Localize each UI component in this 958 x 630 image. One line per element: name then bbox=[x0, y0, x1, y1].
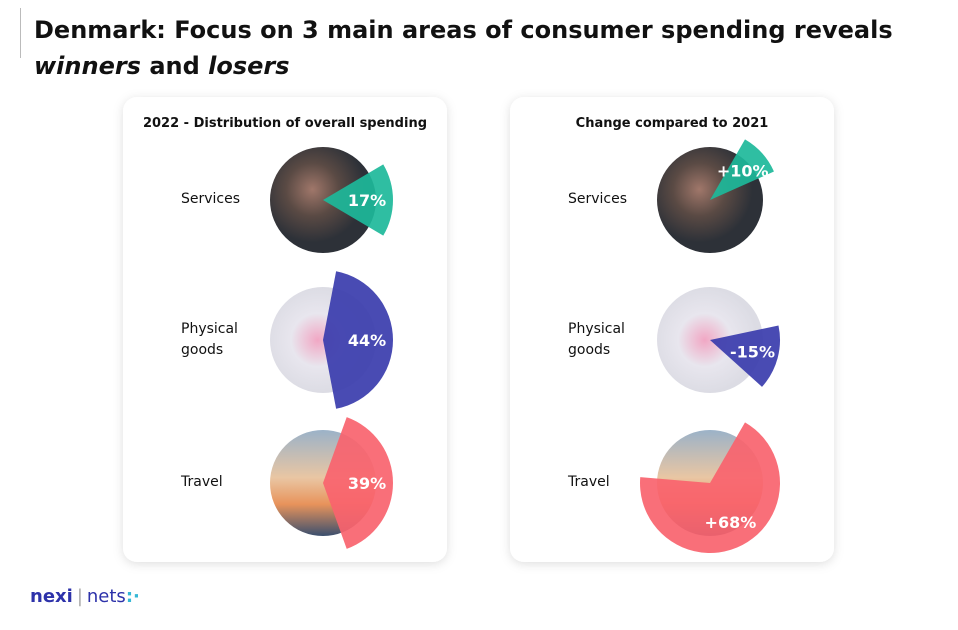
category-label: Physical goods bbox=[568, 321, 625, 358]
wedge bbox=[323, 271, 393, 409]
category-label: Services bbox=[181, 191, 241, 207]
title-part: losers bbox=[208, 52, 290, 80]
category-label: Physical goods bbox=[181, 321, 238, 358]
wedge bbox=[640, 422, 780, 553]
logo-nexi: nexi bbox=[30, 586, 73, 607]
title-part: Denmark: Focus on 3 main areas of consum… bbox=[34, 16, 893, 44]
wedge bbox=[323, 164, 393, 236]
logo: nexi | nets:· bbox=[30, 586, 140, 607]
value-label: 44% bbox=[348, 331, 386, 350]
decor-line bbox=[20, 8, 21, 58]
logo-dots: :· bbox=[125, 586, 140, 607]
value-label: 39% bbox=[348, 474, 386, 493]
category-label: Travel bbox=[568, 474, 610, 490]
value-label: +68% bbox=[705, 513, 757, 532]
title-part: and bbox=[149, 52, 200, 80]
wedge bbox=[710, 325, 780, 387]
category-label: Services bbox=[568, 191, 628, 207]
logo-nets: nets bbox=[86, 586, 126, 607]
page-title: Denmark: Focus on 3 main areas of consum… bbox=[34, 12, 893, 84]
logo-separator: | bbox=[76, 586, 83, 607]
wedge bbox=[323, 417, 393, 549]
value-label: +10% bbox=[717, 162, 769, 181]
category-label: Travel bbox=[181, 474, 223, 490]
panel-title: Change compared to 2021 bbox=[576, 116, 769, 131]
value-label: 17% bbox=[348, 191, 386, 210]
wedge bbox=[710, 139, 774, 200]
panel-title: 2022 - Distribution of overall spending bbox=[143, 116, 427, 131]
value-label: -15% bbox=[730, 342, 775, 361]
title-part: winners bbox=[34, 52, 141, 80]
